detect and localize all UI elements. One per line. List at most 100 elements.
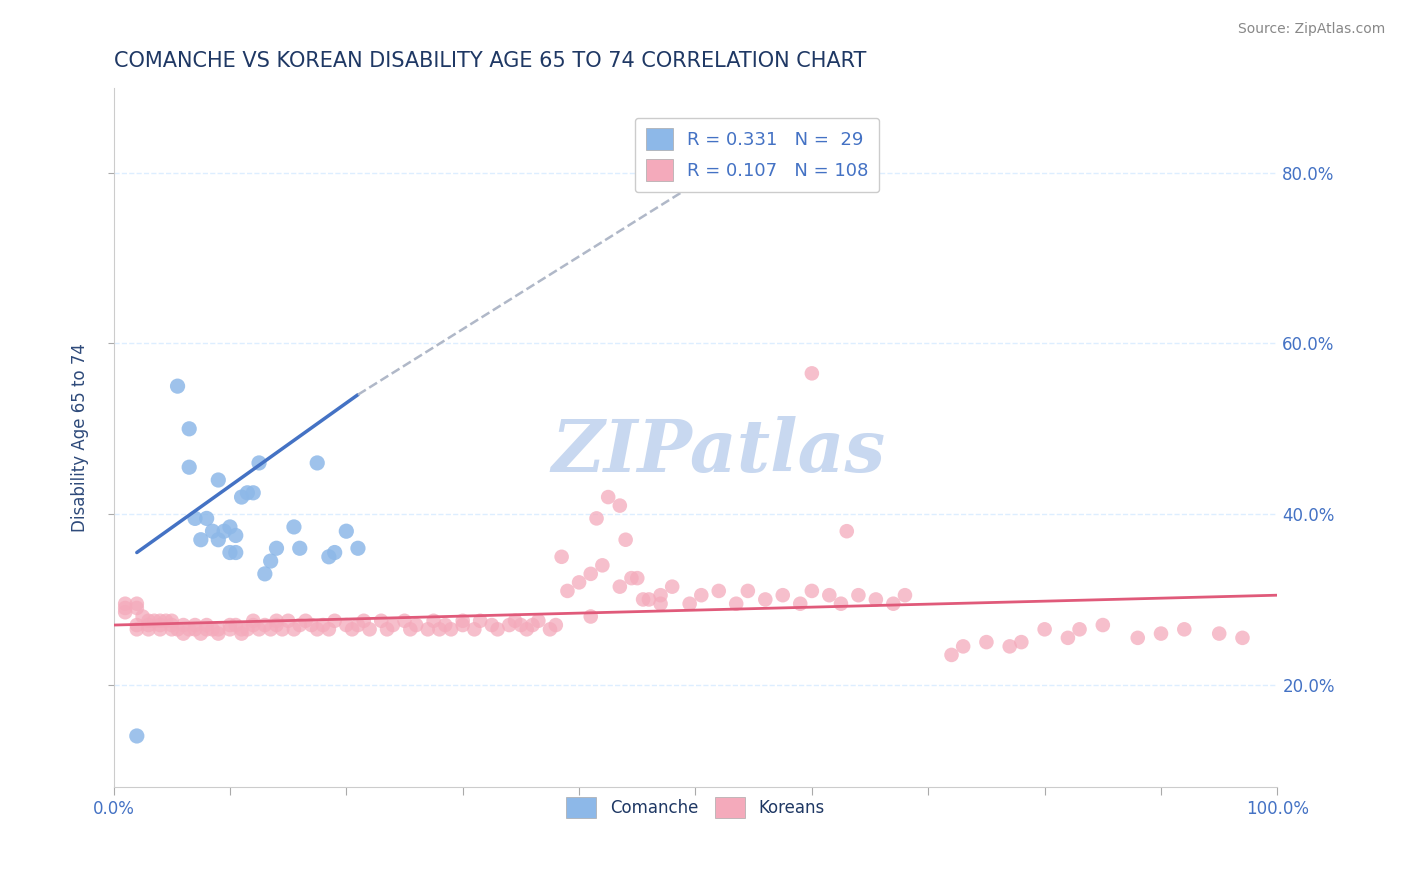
Point bbox=[679, 597, 702, 611]
Point bbox=[266, 541, 288, 556]
Point bbox=[131, 609, 153, 624]
Point bbox=[247, 456, 270, 470]
Point bbox=[195, 623, 218, 637]
Point bbox=[650, 588, 672, 602]
Point bbox=[179, 623, 201, 637]
Point bbox=[283, 520, 305, 534]
Point bbox=[405, 618, 427, 632]
Point bbox=[1208, 626, 1230, 640]
Point bbox=[242, 618, 264, 632]
Point bbox=[359, 623, 381, 637]
Point bbox=[848, 588, 870, 602]
Point bbox=[160, 618, 183, 632]
Point bbox=[166, 379, 188, 393]
Point bbox=[138, 623, 160, 637]
Point bbox=[998, 640, 1021, 654]
Point bbox=[277, 614, 299, 628]
Point bbox=[451, 618, 474, 632]
Point bbox=[737, 583, 759, 598]
Text: ZIPatlas: ZIPatlas bbox=[551, 416, 886, 487]
Point bbox=[509, 618, 531, 632]
Point bbox=[219, 623, 242, 637]
Point bbox=[231, 626, 253, 640]
Point bbox=[399, 623, 422, 637]
Point bbox=[754, 592, 776, 607]
Point bbox=[620, 571, 643, 585]
Point bbox=[323, 545, 346, 559]
Point bbox=[335, 618, 357, 632]
Point bbox=[830, 597, 852, 611]
Point bbox=[195, 511, 218, 525]
Point bbox=[451, 614, 474, 628]
Point bbox=[225, 545, 247, 559]
Point bbox=[638, 592, 661, 607]
Point bbox=[184, 511, 207, 525]
Point bbox=[114, 597, 136, 611]
Point bbox=[155, 614, 177, 628]
Point bbox=[527, 614, 550, 628]
Point bbox=[172, 626, 194, 640]
Point bbox=[626, 571, 648, 585]
Point bbox=[1091, 618, 1114, 632]
Point bbox=[1033, 623, 1056, 637]
Point bbox=[1232, 631, 1254, 645]
Point bbox=[207, 626, 229, 640]
Point bbox=[381, 618, 404, 632]
Point bbox=[225, 528, 247, 542]
Point bbox=[370, 614, 392, 628]
Point bbox=[125, 729, 148, 743]
Point bbox=[614, 533, 637, 547]
Point bbox=[266, 618, 288, 632]
Point bbox=[725, 597, 748, 611]
Point bbox=[486, 623, 509, 637]
Point bbox=[538, 623, 561, 637]
Point bbox=[318, 623, 340, 637]
Point bbox=[266, 614, 288, 628]
Point bbox=[579, 566, 602, 581]
Point bbox=[288, 618, 311, 632]
Point bbox=[253, 618, 276, 632]
Point bbox=[894, 588, 917, 602]
Point bbox=[160, 623, 183, 637]
Point bbox=[114, 601, 136, 615]
Point bbox=[294, 614, 316, 628]
Point bbox=[1069, 623, 1091, 637]
Point bbox=[184, 618, 207, 632]
Point bbox=[201, 623, 224, 637]
Point bbox=[231, 490, 253, 504]
Point bbox=[125, 601, 148, 615]
Point bbox=[149, 618, 172, 632]
Point bbox=[1173, 623, 1195, 637]
Point bbox=[865, 592, 887, 607]
Point bbox=[212, 524, 235, 539]
Point bbox=[260, 623, 283, 637]
Point bbox=[219, 618, 242, 632]
Point bbox=[125, 597, 148, 611]
Point bbox=[591, 558, 613, 573]
Point bbox=[1150, 626, 1173, 640]
Point bbox=[335, 524, 357, 539]
Point bbox=[631, 592, 654, 607]
Point bbox=[598, 490, 620, 504]
Point bbox=[138, 614, 160, 628]
Point bbox=[247, 623, 270, 637]
Point bbox=[236, 485, 259, 500]
Point bbox=[219, 520, 242, 534]
Point bbox=[394, 614, 416, 628]
Point bbox=[138, 618, 160, 632]
Point bbox=[498, 618, 520, 632]
Point bbox=[125, 623, 148, 637]
Point bbox=[149, 623, 172, 637]
Point bbox=[941, 648, 963, 662]
Point bbox=[835, 524, 858, 539]
Point bbox=[375, 623, 398, 637]
Point bbox=[299, 618, 322, 632]
Point bbox=[307, 623, 329, 637]
Point bbox=[952, 640, 974, 654]
Point bbox=[207, 473, 229, 487]
Point bbox=[172, 618, 194, 632]
Point bbox=[271, 623, 294, 637]
Point bbox=[166, 623, 188, 637]
Point bbox=[149, 614, 172, 628]
Point bbox=[522, 618, 544, 632]
